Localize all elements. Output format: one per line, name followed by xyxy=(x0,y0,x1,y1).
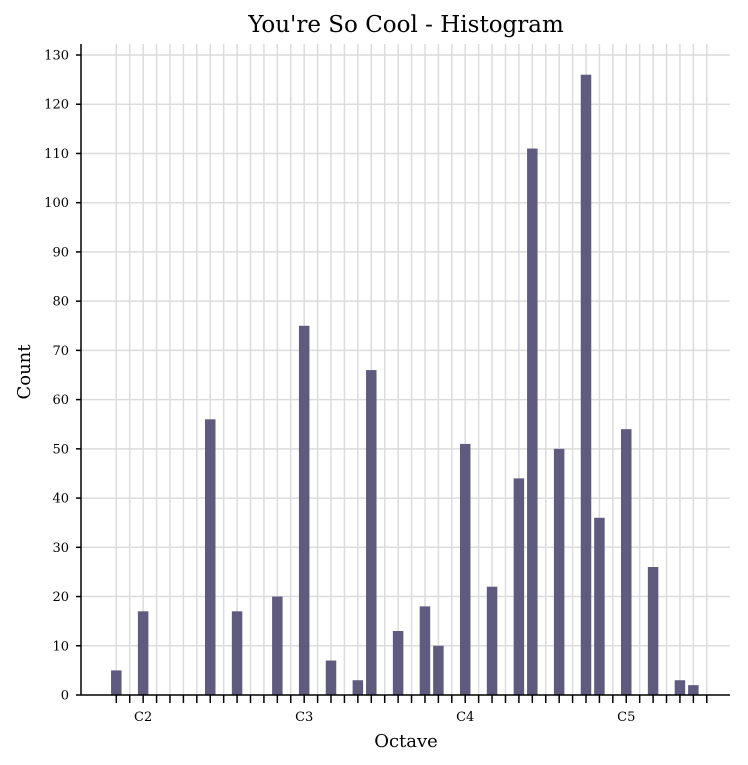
histogram-bar xyxy=(298,325,310,695)
y-axis-label: Count xyxy=(14,344,35,400)
y-tick-label: 10 xyxy=(52,639,69,654)
x-tick-label: C5 xyxy=(617,710,635,725)
histogram-bar xyxy=(621,429,632,695)
y-tick-label: 40 xyxy=(52,492,69,507)
y-tick-label: 30 xyxy=(52,541,69,556)
histogram-bar xyxy=(272,596,283,695)
y-tick-label: 120 xyxy=(44,98,69,113)
histogram-bar xyxy=(594,517,605,695)
y-tick-label: 130 xyxy=(44,49,69,64)
x-tick-label: C3 xyxy=(295,710,313,725)
histogram-bar xyxy=(419,606,431,695)
histogram-bar xyxy=(527,148,538,696)
histogram-bar xyxy=(352,680,364,695)
histogram-bar xyxy=(513,478,525,695)
y-tick-label: 80 xyxy=(52,295,69,310)
y-tick-label: 90 xyxy=(52,245,69,260)
grid-lines xyxy=(81,44,730,695)
axes: 0 10 20 30 40 50 60 70 80 90 100 110 120 130 C2 C3 C4 C5 xyxy=(44,44,730,725)
histogram-bar xyxy=(580,74,592,695)
y-tick-label: 60 xyxy=(52,393,69,408)
y-tick-label: 50 xyxy=(52,442,69,457)
histogram-bar xyxy=(204,419,216,695)
histogram-bar xyxy=(137,611,149,695)
x-tick-label: C2 xyxy=(134,710,152,725)
y-tick-label: 70 xyxy=(52,344,69,359)
y-tick-label: 110 xyxy=(44,147,69,162)
y-tick-label: 100 xyxy=(44,196,69,211)
histogram-bar xyxy=(111,670,122,695)
histogram-bar xyxy=(647,567,659,695)
histogram-bar xyxy=(486,586,498,695)
x-axis-label: Octave xyxy=(374,731,438,752)
histogram-bar xyxy=(366,370,377,695)
y-tick-label: 0 xyxy=(61,689,69,704)
bars xyxy=(111,74,699,696)
chart-title: You're So Cool - Histogram xyxy=(247,12,564,38)
histogram-bar xyxy=(459,443,471,695)
histogram-bar xyxy=(325,660,337,695)
histogram-bar xyxy=(674,680,686,695)
y-tick-label: 20 xyxy=(52,590,69,605)
histogram-bar xyxy=(553,448,565,695)
histogram-bar xyxy=(231,611,243,695)
histogram-bar xyxy=(433,645,444,695)
histogram-bar xyxy=(688,685,699,695)
histogram-bar xyxy=(392,631,404,695)
x-tick-label: C4 xyxy=(456,710,474,725)
